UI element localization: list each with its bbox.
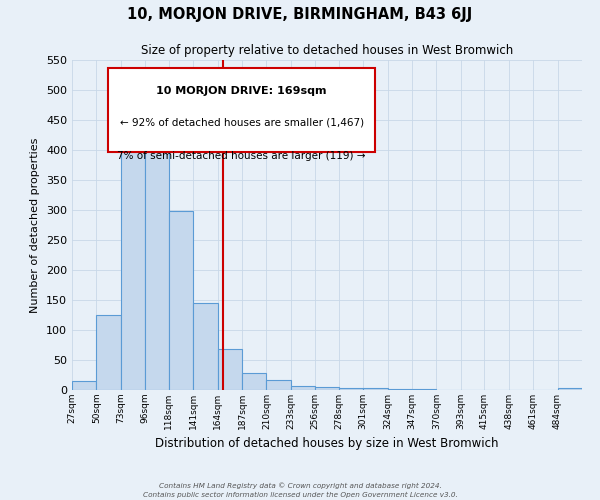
Text: 10, MORJON DRIVE, BIRMINGHAM, B43 6JJ: 10, MORJON DRIVE, BIRMINGHAM, B43 6JJ — [127, 8, 473, 22]
Title: Size of property relative to detached houses in West Bromwich: Size of property relative to detached ho… — [141, 44, 513, 58]
Y-axis label: Number of detached properties: Number of detached properties — [31, 138, 40, 312]
Text: Contains HM Land Registry data © Crown copyright and database right 2024.
Contai: Contains HM Land Registry data © Crown c… — [143, 482, 457, 498]
Bar — [557, 388, 582, 390]
Bar — [121, 120, 145, 390]
Bar — [193, 303, 218, 390]
Text: ← 92% of detached houses are smaller (1,467): ← 92% of detached houses are smaller (1,… — [119, 118, 364, 128]
Text: 7% of semi-detached houses are larger (119) →: 7% of semi-detached houses are larger (1… — [118, 150, 366, 160]
Bar — [266, 380, 291, 390]
X-axis label: Distribution of detached houses by size in West Bromwich: Distribution of detached houses by size … — [155, 438, 499, 450]
Text: 10 MORJON DRIVE: 169sqm: 10 MORJON DRIVE: 169sqm — [157, 86, 327, 97]
Bar — [388, 389, 412, 390]
Bar — [363, 388, 388, 390]
FancyBboxPatch shape — [108, 68, 376, 152]
Bar — [218, 349, 242, 390]
Bar — [145, 129, 169, 390]
Bar — [72, 381, 97, 390]
Bar — [242, 373, 266, 390]
Bar — [316, 387, 338, 390]
Bar — [97, 315, 121, 390]
Bar — [169, 211, 193, 390]
Bar — [338, 388, 363, 390]
Bar — [291, 386, 316, 390]
